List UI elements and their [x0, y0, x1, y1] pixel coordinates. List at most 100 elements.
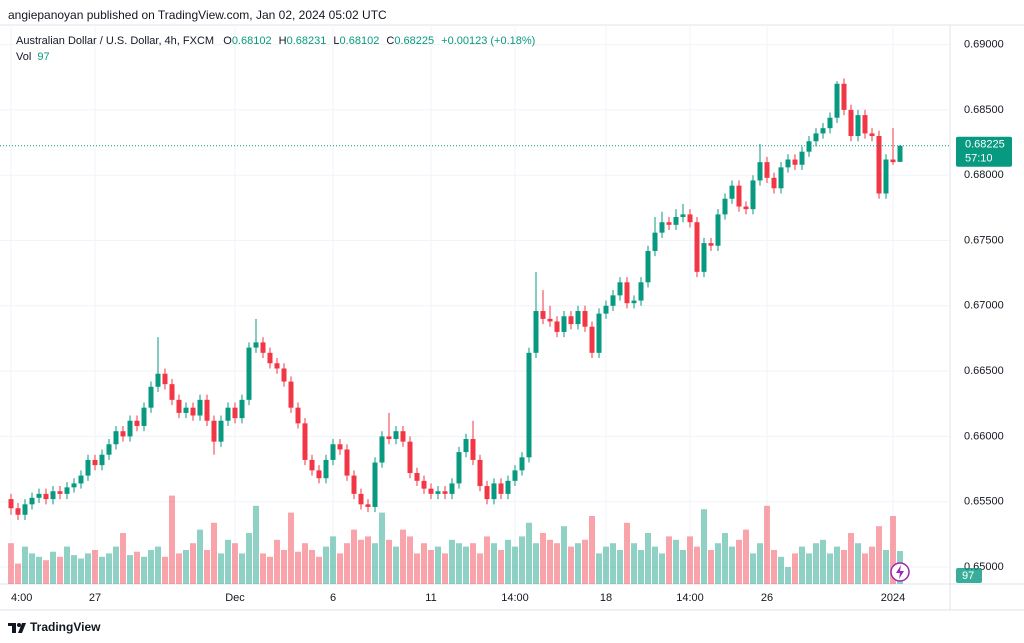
- candle-body: [274, 363, 280, 369]
- volume-bar: [99, 556, 105, 584]
- candle-body: [736, 185, 742, 207]
- volume-bar: [120, 533, 126, 584]
- volume-bar: [211, 522, 217, 584]
- candle-body: [134, 420, 140, 426]
- volume-bar: [309, 550, 315, 584]
- candle-body: [442, 491, 448, 494]
- y-tick-label: 0.68500: [964, 104, 1004, 116]
- candle-body: [673, 216, 679, 225]
- candle-body: [687, 214, 693, 223]
- candle-body: [64, 487, 70, 494]
- volume-bar: [148, 550, 154, 584]
- volume-bar: [407, 536, 413, 584]
- candle-body: [92, 459, 98, 466]
- volume-bar: [456, 543, 462, 584]
- candle-body: [379, 436, 385, 463]
- volume-bar: [477, 553, 483, 584]
- candle-body: [862, 115, 868, 134]
- candle-body: [330, 444, 336, 460]
- volume-bar: [351, 529, 357, 584]
- volume-bar: [813, 543, 819, 584]
- volume-bar: [666, 536, 672, 584]
- volume-bar: [820, 539, 826, 584]
- volume-bar: [589, 516, 595, 584]
- volume-bar: [624, 522, 630, 584]
- close-key: C: [386, 35, 395, 47]
- high-value: 0.68231: [286, 35, 327, 47]
- candle-body: [295, 407, 301, 424]
- volume-bar: [239, 553, 245, 584]
- volume-bar: [841, 550, 847, 584]
- y-tick-label: 0.68000: [964, 169, 1004, 181]
- volume-bar: [267, 556, 273, 584]
- logo-shape: [8, 623, 26, 633]
- candle-body: [596, 313, 602, 353]
- volume-bar: [330, 536, 336, 584]
- candle-body: [239, 399, 245, 419]
- volume-bar: [92, 550, 98, 584]
- candle-body: [421, 480, 427, 489]
- candle-body: [505, 480, 511, 494]
- chart: 0.650000.655000.660000.665000.670000.675…: [0, 24, 1024, 611]
- candle-body: [778, 167, 784, 189]
- candle-body: [883, 159, 889, 194]
- volume-bar: [323, 546, 329, 584]
- volume-bar: [281, 550, 287, 584]
- volume-bar: [50, 551, 56, 584]
- candle-body: [141, 407, 147, 426]
- volume-bar: [792, 553, 798, 584]
- volume-bar: [106, 553, 112, 584]
- candle-body: [253, 342, 259, 348]
- axes: 0.650000.655000.660000.665000.670000.675…: [0, 38, 1012, 604]
- candle-body: [554, 321, 560, 332]
- candle-body: [22, 504, 28, 515]
- volume-bar: [386, 539, 392, 584]
- volume-bar: [673, 539, 679, 584]
- candle-body: [358, 493, 364, 505]
- y-tick-label: 0.69000: [964, 38, 1004, 50]
- candle-body: [638, 282, 644, 301]
- candle-body: [617, 282, 623, 296]
- candle-body: [211, 420, 217, 442]
- candle-body: [869, 133, 875, 137]
- candle-body: [155, 373, 161, 387]
- y-tick-label: 0.66000: [964, 430, 1004, 442]
- candle-body: [393, 431, 399, 440]
- x-tick-label: 14:00: [676, 592, 704, 604]
- volume-bar: [379, 512, 385, 584]
- volume-bar: [316, 556, 322, 584]
- volume-bar: [421, 543, 427, 584]
- high-key: H: [278, 35, 287, 47]
- price-label: 0.68225: [965, 139, 1005, 151]
- volume-bar: [78, 558, 84, 584]
- volume-bar: [435, 546, 441, 584]
- volume-bar: [484, 536, 490, 584]
- brand-logo: [8, 623, 26, 633]
- volume-bar: [834, 546, 840, 584]
- volume-bar: [295, 551, 301, 584]
- volume-bar: [729, 546, 735, 584]
- volume-bar: [512, 546, 518, 584]
- candle-body: [323, 459, 329, 479]
- candle-body: [624, 282, 630, 304]
- candle-body: [876, 136, 882, 194]
- y-tick-label: 0.65500: [964, 496, 1004, 508]
- volume-bar: [141, 556, 147, 584]
- volume-bar: [638, 550, 644, 584]
- candle-body: [288, 381, 294, 408]
- candle-body: [834, 83, 840, 118]
- close-value: 0.68225: [394, 35, 435, 47]
- volume-bar: [183, 550, 189, 584]
- candle-body: [470, 439, 476, 460]
- candle-body: [15, 508, 21, 515]
- volume-bar: [876, 526, 882, 584]
- event-bolt: [896, 565, 904, 579]
- volume-bar: [190, 543, 196, 584]
- candle-body: [841, 83, 847, 110]
- y-tick-label: 0.67000: [964, 300, 1004, 312]
- candle-body: [533, 311, 539, 353]
- candle-body: [85, 459, 91, 476]
- volume-bar: [848, 533, 854, 584]
- candle-body: [757, 162, 763, 181]
- volume-value: 97: [37, 51, 50, 63]
